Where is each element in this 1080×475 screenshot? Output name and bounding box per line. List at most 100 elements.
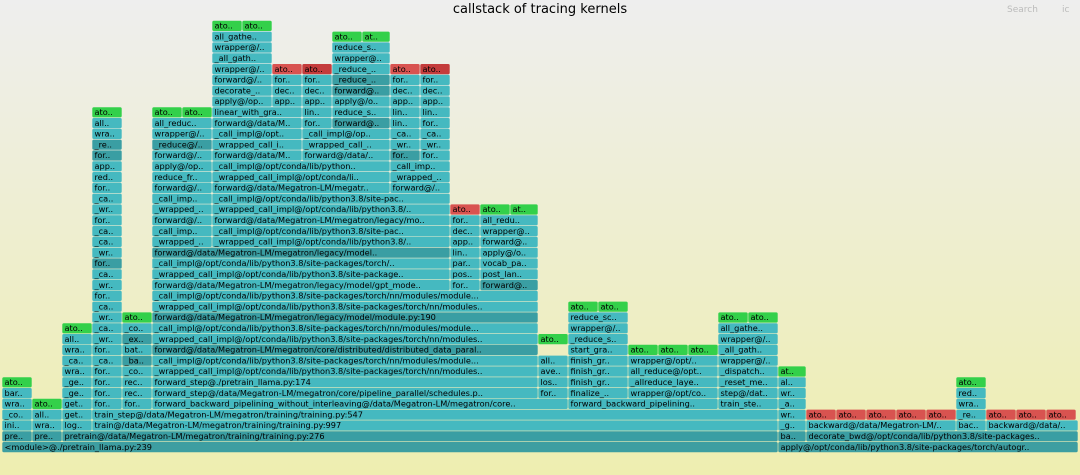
frame-rect[interactable] [122, 323, 152, 334]
frame[interactable]: ato.. [748, 312, 778, 323]
frame[interactable]: wr.. [778, 409, 806, 420]
frame[interactable]: _wr.. [390, 139, 420, 150]
frame-rect[interactable] [390, 118, 420, 129]
frame-rect[interactable] [92, 388, 122, 399]
frame[interactable]: decorate_bwd@/opt/conda/lib/python3.8/si… [806, 431, 1078, 442]
frame-rect[interactable] [272, 85, 302, 96]
frame-rect[interactable] [718, 398, 778, 409]
frame[interactable]: for.. [92, 291, 122, 301]
frame-rect[interactable] [688, 344, 718, 355]
frame-rect[interactable] [212, 74, 272, 85]
frame[interactable]: forward@/data/Megatron-LM/megatron/core/… [152, 345, 538, 355]
frame-rect[interactable] [836, 409, 866, 420]
frame-rect[interactable] [62, 431, 778, 442]
frame-rect[interactable] [718, 334, 778, 345]
frame[interactable]: bar.. [2, 388, 32, 399]
frame-rect[interactable] [806, 431, 1078, 442]
frame-rect[interactable] [122, 388, 152, 399]
frame[interactable]: app.. [420, 96, 450, 107]
frame-rect[interactable] [598, 301, 628, 312]
frame-rect[interactable] [480, 258, 538, 269]
frame[interactable]: _ca.. [92, 355, 122, 366]
frame-rect[interactable] [212, 31, 272, 42]
frame[interactable]: apply@/op.. [152, 161, 212, 172]
frame-rect[interactable] [1046, 409, 1076, 420]
frame-rect[interactable] [152, 182, 212, 193]
frame-rect[interactable] [92, 193, 122, 204]
frame-rect[interactable] [212, 204, 450, 215]
frame[interactable]: _wrapped_.. [390, 172, 450, 183]
frame[interactable]: _call_impl@/opt/conda/lib/python3.8/site… [152, 291, 538, 301]
frame[interactable]: _wr.. [92, 204, 122, 215]
frame-rect[interactable] [152, 128, 212, 139]
frame[interactable]: <module>@./pretrain_llama.py:239 [2, 442, 778, 453]
frame[interactable]: pos.. [450, 269, 480, 280]
frame-rect[interactable] [390, 64, 420, 75]
frame-rect[interactable] [92, 280, 122, 291]
frame-rect[interactable] [302, 128, 390, 139]
frame[interactable]: app.. [390, 96, 420, 107]
frame-rect[interactable] [420, 64, 450, 75]
frame-rect[interactable] [152, 280, 450, 291]
frame[interactable]: _reduce_.. [332, 75, 390, 85]
frame[interactable]: ato.. [450, 204, 480, 215]
frame-rect[interactable] [568, 398, 718, 409]
frame[interactable]: ato.. [986, 409, 1016, 420]
frame-rect[interactable] [718, 377, 778, 388]
frame[interactable]: rec.. [122, 377, 152, 388]
frame[interactable]: ato.. [926, 409, 956, 420]
frame[interactable]: for.. [92, 388, 122, 399]
frame-rect[interactable] [212, 118, 302, 129]
frame[interactable]: finalize_.. [568, 388, 628, 399]
frame-rect[interactable] [2, 442, 778, 453]
frame[interactable]: forward@/data/Megatron-LM/megatron/legac… [152, 312, 538, 323]
frame[interactable]: all_gathe.. [212, 31, 272, 42]
frame[interactable]: for.. [92, 345, 122, 355]
frame[interactable]: at.. [510, 204, 538, 215]
frame[interactable]: wra.. [956, 398, 986, 409]
frame-rect[interactable] [568, 312, 628, 323]
frame-rect[interactable] [92, 269, 122, 280]
frame-rect[interactable] [390, 128, 420, 139]
frame[interactable]: ato.. [212, 21, 242, 31]
frame-rect[interactable] [92, 118, 122, 129]
frame-rect[interactable] [92, 377, 122, 388]
frame-rect[interactable] [420, 118, 450, 129]
frame[interactable]: ato.. [32, 399, 62, 409]
frame-rect[interactable] [152, 388, 538, 399]
frame[interactable]: for.. [450, 215, 480, 226]
frame[interactable]: for.. [450, 280, 480, 291]
frame-rect[interactable] [450, 215, 480, 226]
frame-rect[interactable] [628, 388, 718, 399]
frame[interactable]: all.. [538, 355, 568, 366]
frame-rect[interactable] [152, 172, 212, 183]
frame-rect[interactable] [332, 107, 390, 118]
frame-rect[interactable] [926, 409, 956, 420]
frame[interactable]: _ex.. [122, 334, 152, 345]
frame[interactable]: los.. [538, 377, 568, 388]
frame-rect[interactable] [62, 344, 92, 355]
frame-rect[interactable] [450, 226, 480, 237]
frame[interactable]: linear_with_gra.. [212, 107, 302, 118]
frame[interactable]: step@/dat.. [718, 388, 778, 399]
frame-rect[interactable] [480, 215, 538, 226]
frame[interactable]: _ca.. [92, 269, 122, 280]
frame[interactable]: _all_gath.. [212, 53, 272, 64]
frame-rect[interactable] [450, 236, 480, 247]
frame-rect[interactable] [480, 236, 538, 247]
frame-rect[interactable] [92, 128, 122, 139]
frame-rect[interactable] [956, 398, 986, 409]
frame[interactable]: _call_impl@/opt/conda/lib/python3.8/site… [152, 258, 450, 269]
frame[interactable]: ato.. [956, 377, 986, 388]
frame[interactable]: _g.. [778, 420, 806, 431]
frame-rect[interactable] [420, 139, 450, 150]
frame[interactable]: for.. [420, 118, 450, 129]
frame[interactable]: ato.. [1046, 409, 1076, 420]
frame[interactable]: forward_step@./pretrain_llama.py:174 [152, 377, 538, 388]
frame[interactable]: _re.. [956, 409, 986, 420]
frame-rect[interactable] [332, 96, 390, 107]
frame-rect[interactable] [390, 139, 420, 150]
frame-rect[interactable] [302, 150, 390, 161]
frame-rect[interactable] [986, 409, 1016, 420]
frame-rect[interactable] [212, 215, 450, 226]
